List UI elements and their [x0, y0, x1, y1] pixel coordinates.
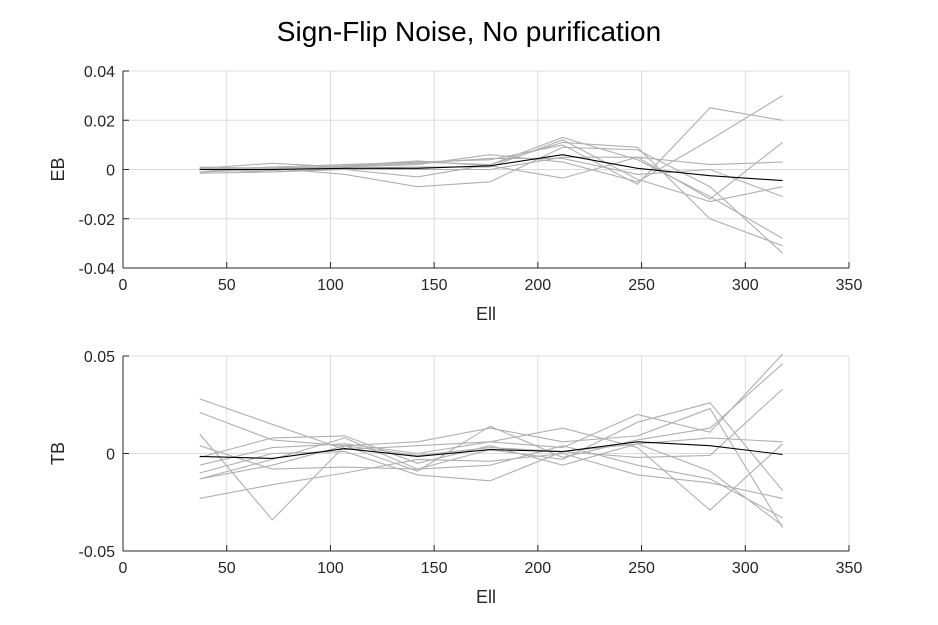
- y-tick-label: -0.02: [79, 212, 116, 229]
- x-tick-label: 150: [421, 277, 448, 294]
- eb-x-axis-title: Ell: [476, 304, 496, 324]
- x-tick-label: 50: [218, 560, 236, 577]
- eb-subplot: 0 50 100 150 200 250 300 350 -0.04 -0.02 0 0.02 0.04…: [48, 64, 862, 324]
- tb-realization-series-line-9: [199, 445, 783, 519]
- x-tick-label: 300: [732, 560, 759, 577]
- x-tick-label: 0: [119, 560, 128, 577]
- y-tick-label: -0.05: [79, 544, 116, 561]
- x-tick-label: 350: [836, 560, 863, 577]
- x-tick-label: 350: [836, 277, 863, 294]
- y-tick-label: 0.04: [84, 64, 115, 81]
- x-tick-label: 100: [317, 560, 344, 577]
- x-tick-label: 150: [421, 560, 448, 577]
- tb-mean-series-line: [199, 441, 783, 459]
- y-tick-label: -0.04: [79, 261, 116, 278]
- eb-mean-series-line: [199, 154, 783, 182]
- tb-realization-series-line-4: [199, 452, 783, 499]
- y-tick-label: 0.05: [84, 349, 115, 366]
- eb-realization-series-line-2: [199, 107, 783, 185]
- y-tick-label: 0.02: [84, 113, 115, 130]
- tb-realization-series-line-7: [199, 435, 783, 527]
- y-tick-label: 0: [106, 163, 115, 180]
- x-tick-label: 300: [732, 277, 759, 294]
- x-tick-label: 50: [218, 277, 236, 294]
- tb-realization-series-line-2: [199, 407, 784, 528]
- y-tick-label: 0: [106, 447, 115, 464]
- x-tick-label: 200: [525, 560, 552, 577]
- tb-realization-series-line-8: [199, 388, 783, 482]
- tb-x-axis-title: Ell: [476, 587, 496, 607]
- tb-realization-series-line-3: [199, 363, 783, 521]
- eb-realization-series-line-6: [199, 139, 783, 203]
- tb-realization-series-line-10: [199, 437, 783, 480]
- x-tick-label: 100: [317, 277, 344, 294]
- x-tick-label: 250: [628, 277, 655, 294]
- eb-y-axis-title: EB: [48, 157, 68, 181]
- tb-realization-series-line-6: [199, 427, 783, 511]
- figure-title: Sign-Flip Noise, No purification: [277, 16, 661, 47]
- x-tick-label: 0: [119, 277, 128, 294]
- tb-y-axis-title: TB: [48, 442, 68, 465]
- x-tick-label: 250: [628, 560, 655, 577]
- x-tick-label: 200: [525, 277, 552, 294]
